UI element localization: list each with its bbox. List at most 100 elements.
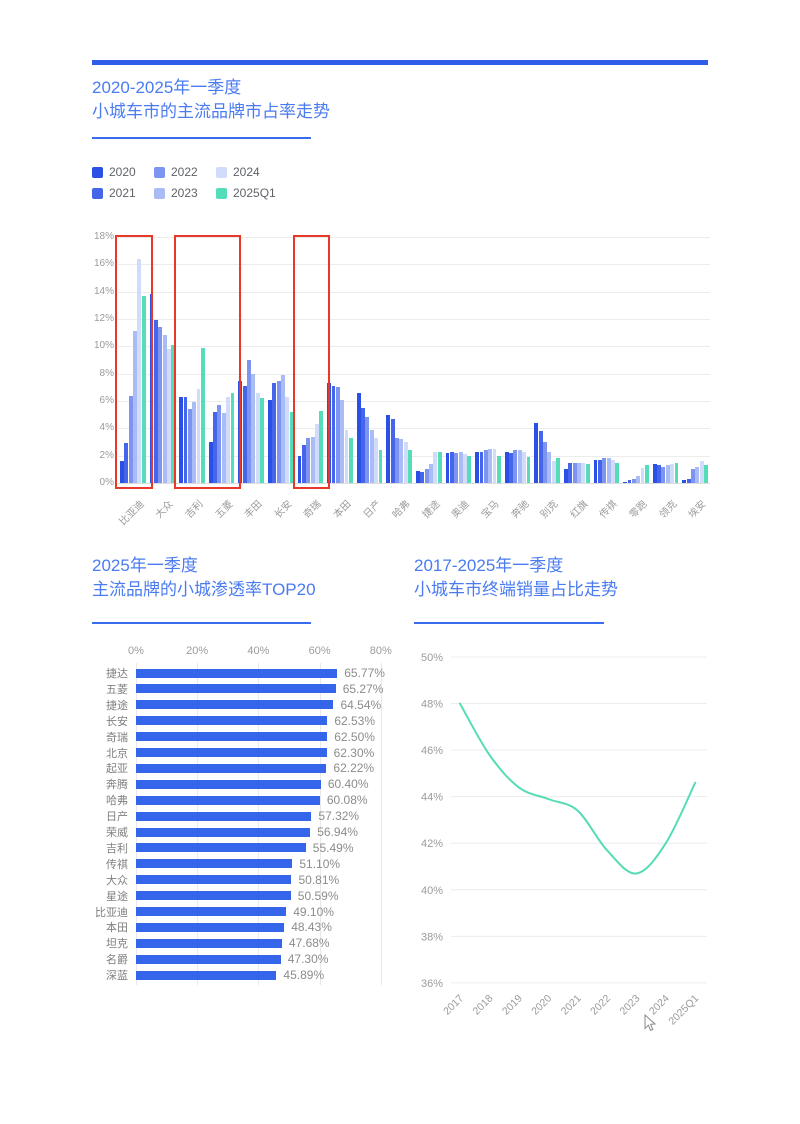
hbar-起亚 <box>136 763 327 773</box>
bar-捷途-2022 <box>424 469 429 483</box>
bar-埃安-2020 <box>682 480 687 483</box>
bar-别克-2024 <box>551 461 556 483</box>
bar-本田-2021 <box>331 385 336 483</box>
bar-别克-2020 <box>534 422 539 483</box>
hbar-label-荣威: 荣威 <box>106 827 128 839</box>
bar-本田-2025Q1 <box>348 437 353 483</box>
x-axis-label-60%: 60% <box>308 645 331 657</box>
bar-五菱-2024 <box>226 396 231 483</box>
hbar-value-哈弗: 60.08% <box>326 793 368 808</box>
hbar-label-坦克: 坦克 <box>106 938 128 951</box>
legend-swatch-2024 <box>216 166 227 178</box>
hbar-value-奔腾: 60.40% <box>327 777 369 792</box>
y-axis-label-2%: 2% <box>99 449 114 461</box>
table-row-起亚: 起亚 62.22% <box>90 760 440 776</box>
hbar-value-捷途: 64.54% <box>340 697 382 712</box>
bar-哈弗-2023 <box>399 439 404 483</box>
y-axis-label-12%: 12% <box>93 313 114 324</box>
bar-五菱-2021 <box>213 411 218 483</box>
x-axis-label-宝马: 宝马 <box>479 498 502 521</box>
hbar-星途 <box>136 891 291 901</box>
bar-别克-2021 <box>538 431 543 483</box>
line-chart-title-line1: 2017-2025年一季度 <box>414 556 564 575</box>
hbar-深蓝 <box>136 970 277 980</box>
legend-item-2021: 2021 <box>92 186 136 200</box>
table-row-荣威: 荣威 56.94% <box>90 824 440 840</box>
x-axis-label-奔驰: 奔驰 <box>509 498 532 521</box>
bar-日产-2021 <box>361 407 366 483</box>
bar-埃安-2023 <box>695 466 700 483</box>
line-chart-title: 2017-2025年一季度 小城车市终端销量占比走势 <box>414 554 618 602</box>
x-axis-label-2017: 2017 <box>441 992 466 1017</box>
bar-传祺-2022 <box>602 458 607 483</box>
hbar-哈弗 <box>136 795 320 805</box>
hbar-label-哈弗: 哈弗 <box>106 795 128 808</box>
bar-领克-2025Q1 <box>674 462 679 483</box>
y-axis-label-38%: 38% <box>421 931 443 943</box>
hbar-label-吉利: 吉利 <box>106 842 128 855</box>
legend-label-2023: 2023 <box>171 186 198 200</box>
top20-chart-title-line1: 2025年一季度 <box>92 556 198 575</box>
table-row-深蓝: 深蓝 45.89% <box>90 967 440 983</box>
x-axis-label-吉利: 吉利 <box>183 498 206 521</box>
y-axis-label-44%: 44% <box>421 792 443 804</box>
bar-本田-2024 <box>344 429 349 483</box>
bar-捷途-2023 <box>429 463 433 483</box>
x-axis-label-五菱: 五菱 <box>213 498 236 521</box>
x-axis-label-大众: 大众 <box>154 498 176 521</box>
bar-五菱-2022 <box>217 405 222 483</box>
x-axis-label-2023: 2023 <box>618 992 643 1017</box>
bar-捷途-2021 <box>420 472 425 483</box>
hbar-label-比亚迪: 比亚迪 <box>95 906 128 919</box>
x-axis-label-零跑: 零跑 <box>627 498 650 521</box>
bar-长安-2022 <box>276 380 281 483</box>
table-row-大众: 大众 50.81% <box>90 872 440 888</box>
table-row-本田: 本田 48.43% <box>90 919 440 935</box>
legend-item-2023: 2023 <box>154 186 198 200</box>
bar-埃安-2024 <box>699 461 704 483</box>
y-axis-label-48%: 48% <box>421 699 443 711</box>
bar-宝马-2024 <box>492 448 497 483</box>
top20-chart-title: 2025年一季度 主流品牌的小城渗透率TOP20 <box>92 554 316 602</box>
bar-奥迪-2021 <box>449 451 454 483</box>
market-share-bar-chart: 0% 2% 4% 6% 8% 10% 12% 14% 16% 18% 比亚迪 大众 吉利 五菱 丰田 长安 奇瑞… <box>90 231 740 534</box>
bar-领克-2021 <box>657 465 662 483</box>
x-axis-label-丰田: 丰田 <box>242 498 265 521</box>
bar-红旗-2025Q1 <box>585 463 590 483</box>
legend-item-2024: 2024 <box>216 165 260 179</box>
hbar-label-星途: 星途 <box>106 890 128 903</box>
bar-哈弗-2020 <box>386 414 391 483</box>
bar-传祺-2024 <box>610 459 615 483</box>
hbar-value-大众: 50.81% <box>298 872 340 887</box>
gridline-18% <box>118 237 710 238</box>
hbar-捷途 <box>136 700 334 710</box>
bar-宝马-2025Q1 <box>496 455 501 483</box>
hbar-五菱 <box>136 684 336 694</box>
bar-奇瑞-2024 <box>314 424 319 483</box>
y-axis-label-8%: 8% <box>99 367 114 379</box>
bar-别克-2022 <box>543 442 547 483</box>
legend-item-2022: 2022 <box>154 165 198 179</box>
bar-丰田-2025Q1 <box>260 398 265 483</box>
hbar-大众 <box>136 875 292 885</box>
x-axis-label-本田: 本田 <box>331 498 354 521</box>
x-axis-label-2019: 2019 <box>500 992 525 1017</box>
bar-领克-2024 <box>670 463 675 483</box>
legend-label-2020: 2020 <box>109 165 136 179</box>
bar-传祺-2021 <box>597 459 602 483</box>
hbar-本田 <box>136 922 285 932</box>
hbar-label-捷途: 捷途 <box>106 699 128 712</box>
main-chart-title-line2: 小城车市的主流品牌市占率走势 <box>92 102 330 121</box>
hbar-value-起亚: 62.22% <box>333 761 375 776</box>
table-row-传祺: 传祺 51.10% <box>90 856 440 872</box>
bar-红旗-2024 <box>581 462 586 483</box>
hbar-坦克 <box>136 938 282 948</box>
hbar-荣威 <box>136 827 311 837</box>
top20-title-underline <box>92 622 311 624</box>
x-axis-label-80%: 80% <box>369 645 392 657</box>
table-row-名爵: 名爵 47.30% <box>90 951 440 967</box>
bar-传祺-2020 <box>593 459 598 483</box>
bar-奇瑞-2023 <box>310 436 315 483</box>
y-axis-label-0%: 0% <box>99 477 114 488</box>
hbar-吉利 <box>136 843 306 853</box>
